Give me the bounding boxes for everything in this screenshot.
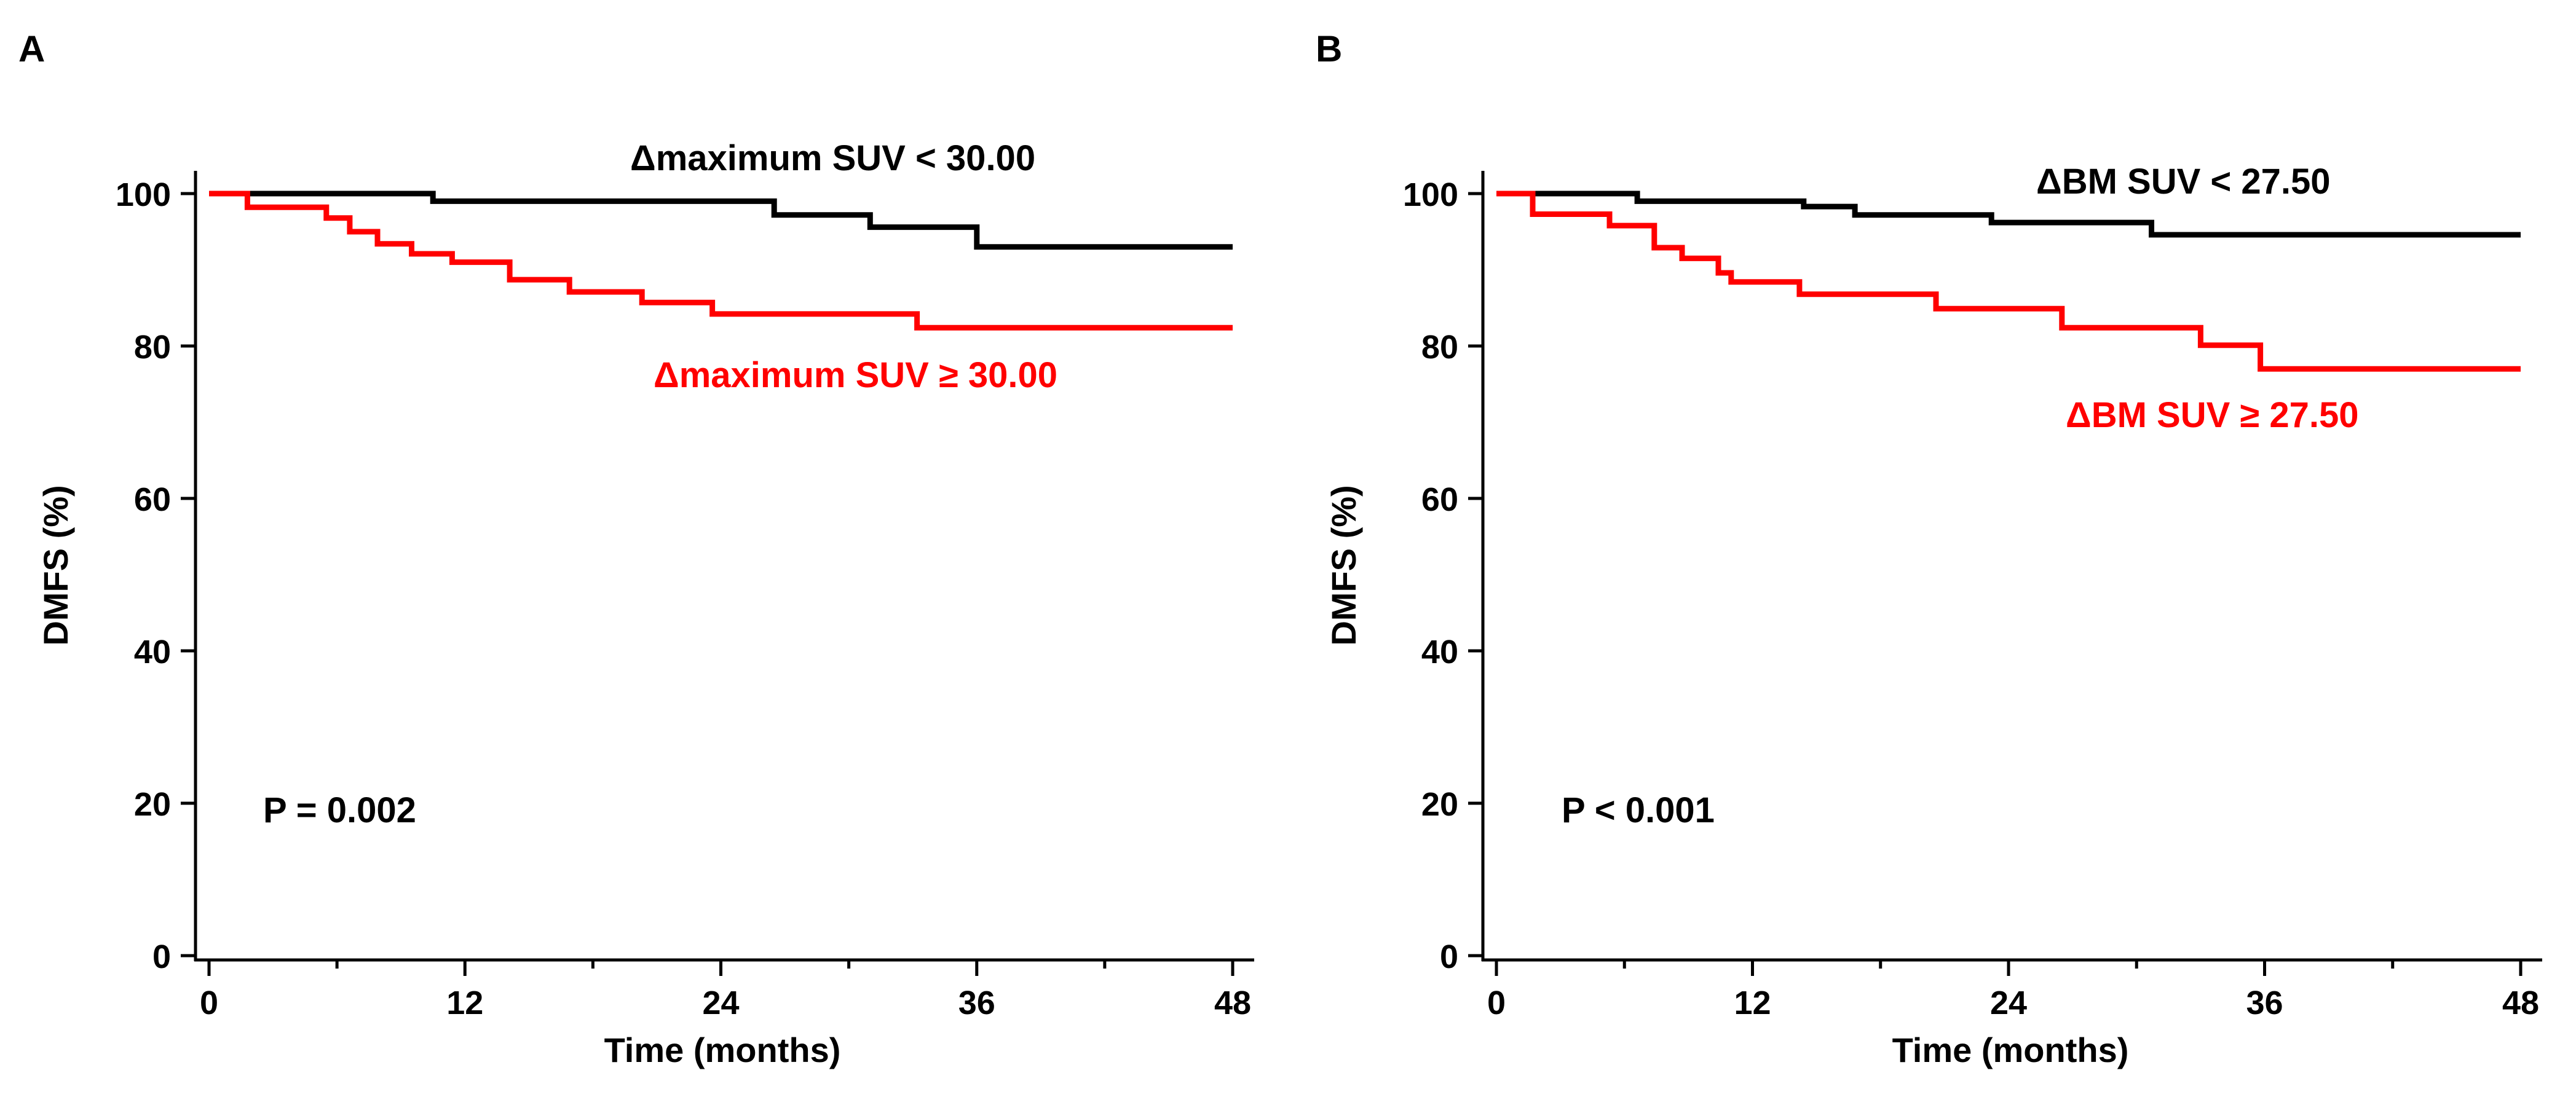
series-line-low (209, 191, 1233, 250)
x-tick-label: 36 (2246, 985, 2283, 1021)
y-tick-label: 60 (134, 481, 171, 518)
series-label-high: Δmaximum SUV ≥ 30.00 (654, 355, 1057, 395)
y-axis-label: DMFS (%) (36, 485, 75, 645)
y-tick-label: 20 (1421, 786, 1458, 823)
x-axis-label: Time (months) (604, 1031, 841, 1069)
y-tick-label: 20 (134, 786, 171, 823)
x-tick-label: 36 (958, 985, 995, 1021)
series-label-low: Δmaximum SUV < 30.00 (630, 138, 1035, 178)
plot-area: 0 20 40 60 80 100 0 12 24 36 48 (116, 171, 1254, 1021)
y-tick-label: 100 (116, 176, 171, 213)
y-tick-label: 60 (1421, 481, 1458, 518)
series-line-high (209, 191, 1233, 331)
y-tick-label: 40 (134, 634, 171, 670)
x-tick-label: 0 (200, 985, 218, 1021)
y-tick-label: 40 (1421, 634, 1458, 670)
x-tick-label: 48 (1214, 985, 1251, 1021)
y-tick-label: 0 (152, 938, 171, 975)
y-axis-label: DMFS (%) (1324, 485, 1363, 645)
x-tick-label: 24 (702, 985, 739, 1021)
plot-area: 0 20 40 60 80 100 0 12 24 36 48 (1403, 171, 2542, 1021)
x-tick-label: 48 (2502, 985, 2539, 1021)
panel-label: B (1316, 28, 1342, 69)
y-tick-label: 0 (1440, 938, 1458, 975)
series-line-high (1496, 191, 2521, 372)
series-label-high: ΔBM SUV ≥ 27.50 (2066, 395, 2358, 435)
panel-a: A DMFS (%) Time (months) P = 0.002 Δmaxi… (18, 28, 1254, 1069)
x-tick-label: 12 (1734, 985, 1771, 1021)
series-line-low (1496, 191, 2521, 238)
series-label-low: ΔBM SUV < 27.50 (2036, 162, 2331, 202)
y-tick-label: 100 (1403, 176, 1458, 213)
panel-label: A (18, 28, 45, 69)
x-tick-label: 0 (1487, 985, 1506, 1021)
p-value-annotation: P < 0.001 (1562, 790, 1715, 830)
x-tick-label: 24 (1990, 985, 2027, 1021)
panel-b: B DMFS (%) Time (months) P < 0.001 ΔBM S… (1316, 28, 2542, 1069)
y-tick-label: 80 (1421, 329, 1458, 366)
y-tick-label: 80 (134, 329, 171, 366)
x-tick-label: 12 (446, 985, 483, 1021)
p-value-annotation: P = 0.002 (263, 790, 416, 830)
x-axis-label: Time (months) (1892, 1031, 2129, 1069)
